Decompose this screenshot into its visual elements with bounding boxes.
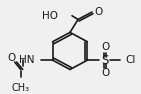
Text: S: S <box>102 54 109 67</box>
Text: HN: HN <box>19 55 35 65</box>
Text: O: O <box>101 68 109 78</box>
Text: O: O <box>101 42 109 52</box>
Text: O: O <box>94 7 102 17</box>
Text: Cl: Cl <box>125 55 136 65</box>
Text: CH₃: CH₃ <box>12 83 30 93</box>
Text: O: O <box>8 53 16 63</box>
Text: HO: HO <box>42 11 58 21</box>
